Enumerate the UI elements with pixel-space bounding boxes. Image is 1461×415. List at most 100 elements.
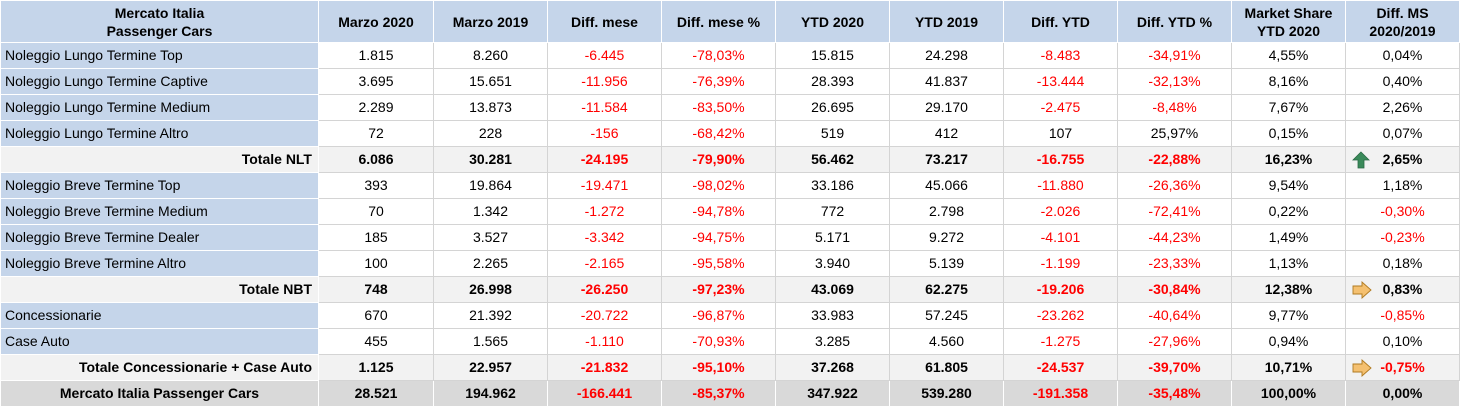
table-cell: 29.170 [889, 94, 1004, 121]
table-cell: 0,40% [1345, 68, 1460, 95]
table-cell: -94,78% [661, 198, 776, 225]
table-cell: 72 [318, 120, 434, 147]
table-cell: 107 [1003, 120, 1118, 147]
arrow-right-icon [1352, 280, 1372, 300]
row-label: Case Auto [0, 328, 319, 355]
table-cell: 5.171 [775, 224, 890, 251]
row-label: Noleggio Lungo Termine Medium [0, 94, 319, 121]
table-cell: 33.983 [775, 302, 890, 329]
table-cell: -2.026 [1003, 198, 1118, 225]
table-cell: 57.245 [889, 302, 1004, 329]
diffms-line2: 2020/2019 [1369, 22, 1436, 39]
header-row: Mercato Italia Passenger Cars Marzo 2020… [0, 0, 1460, 43]
table-cell: -156 [547, 120, 662, 147]
col-header: Diff. YTD % [1117, 0, 1232, 43]
table-cell: 0,00% [1345, 380, 1460, 407]
col-header: Diff. mese % [661, 0, 776, 43]
table-cell: -8,48% [1117, 94, 1232, 121]
table-cell: -83,50% [661, 94, 776, 121]
table-row: Case Auto 455 1.565 -1.110 -70,93% 3.285 4.560… [0, 328, 1460, 355]
table-cell: 1.565 [433, 328, 548, 355]
row-label: Noleggio Lungo Termine Altro [0, 120, 319, 147]
table-cell: 45.066 [889, 172, 1004, 199]
table-row: Totale Concessionarie + Case Auto 1.125 22… [0, 354, 1460, 381]
table-cell: -22,88% [1117, 146, 1232, 173]
table-cell: 0,94% [1231, 328, 1346, 355]
table-cell: -72,41% [1117, 198, 1232, 225]
table-cell: 0,04% [1345, 42, 1460, 69]
table-row: Noleggio Lungo Termine Altro 72 228 -156 -68… [0, 120, 1460, 147]
table-cell: -8.483 [1003, 42, 1118, 69]
header-title-line1: Mercato Italia [114, 4, 205, 21]
table-row: Totale NLT 6.086 30.281 -24.195 -79,90% 56.46… [0, 146, 1460, 173]
table-row: Totale NBT 748 26.998 -26.250 -97,23% 43.069 6… [0, 276, 1460, 303]
table-cell: -19.206 [1003, 276, 1118, 303]
table-row: Noleggio Breve Termine Medium 70 1.342 -1.2… [0, 198, 1460, 225]
table-cell: -95,10% [661, 354, 776, 381]
table-cell: 3.527 [433, 224, 548, 251]
table-cell: 0,07% [1345, 120, 1460, 147]
table-cell: 228 [433, 120, 548, 147]
table-cell: -1.272 [547, 198, 662, 225]
table-cell: 2.798 [889, 198, 1004, 225]
table-cell: -0,30% [1345, 198, 1460, 225]
table-cell: -96,87% [661, 302, 776, 329]
table-cell: 15.651 [433, 68, 548, 95]
table-cell: 9,77% [1231, 302, 1346, 329]
table-cell: 2,65% [1345, 146, 1460, 173]
table-row: Noleggio Breve Termine Top 393 19.864 -19.4… [0, 172, 1460, 199]
table-row: Noleggio Breve Termine Altro 100 2.265 -2.1… [0, 250, 1460, 277]
table-cell: -98,02% [661, 172, 776, 199]
table-cell: 73.217 [889, 146, 1004, 173]
row-label: Mercato Italia Passenger Cars [0, 380, 319, 407]
row-label: Noleggio Lungo Termine Captive [0, 68, 319, 95]
table-cell: -191.358 [1003, 380, 1118, 407]
table-cell: 3.285 [775, 328, 890, 355]
row-label: Totale NBT [0, 276, 319, 303]
header-title: Mercato Italia Passenger Cars [0, 0, 319, 43]
table-cell: 10,71% [1231, 354, 1346, 381]
table-cell: 28.393 [775, 68, 890, 95]
table-row: Noleggio Lungo Termine Top 1.815 8.260 -6.4… [0, 42, 1460, 69]
table-cell: 0,10% [1345, 328, 1460, 355]
table-cell: -35,48% [1117, 380, 1232, 407]
table-cell: 41.837 [889, 68, 1004, 95]
table-cell: -6.445 [547, 42, 662, 69]
row-label: Concessionarie [0, 302, 319, 329]
col-header-diff-ms: Diff. MS 2020/2019 [1345, 0, 1460, 43]
table-cell: -0,85% [1345, 302, 1460, 329]
table-cell: -26.250 [547, 276, 662, 303]
table-cell: 1.125 [318, 354, 434, 381]
table-cell: 1.342 [433, 198, 548, 225]
table-cell: 0,18% [1345, 250, 1460, 277]
table-cell: -13.444 [1003, 68, 1118, 95]
col-header: YTD 2020 [775, 0, 890, 43]
arrow-right-icon [1352, 358, 1372, 378]
table-cell: 33.186 [775, 172, 890, 199]
table-cell: 748 [318, 276, 434, 303]
table-cell: 37.268 [775, 354, 890, 381]
table-cell: -30,84% [1117, 276, 1232, 303]
table-cell: -166.441 [547, 380, 662, 407]
table-cell: -32,13% [1117, 68, 1232, 95]
table-cell: 3.940 [775, 250, 890, 277]
table-cell: 670 [318, 302, 434, 329]
cell-value: 0,83% [1382, 281, 1423, 297]
table-cell: 539.280 [889, 380, 1004, 407]
row-label: Totale Concessionarie + Case Auto [0, 354, 319, 381]
table-cell: 0,15% [1231, 120, 1346, 147]
table-cell: 9,54% [1231, 172, 1346, 199]
ms-line1: Market Share [1244, 4, 1333, 21]
table-cell: -0,23% [1345, 224, 1460, 251]
col-header: YTD 2019 [889, 0, 1004, 43]
table-cell: 1,13% [1231, 250, 1346, 277]
table-cell: -44,23% [1117, 224, 1232, 251]
table-cell: -1.275 [1003, 328, 1118, 355]
table-cell: -2.475 [1003, 94, 1118, 121]
cell-value: -0,75% [1380, 359, 1425, 375]
table-cell: -97,23% [661, 276, 776, 303]
table-cell: -20.722 [547, 302, 662, 329]
table-cell: -16.755 [1003, 146, 1118, 173]
table-cell: -40,64% [1117, 302, 1232, 329]
